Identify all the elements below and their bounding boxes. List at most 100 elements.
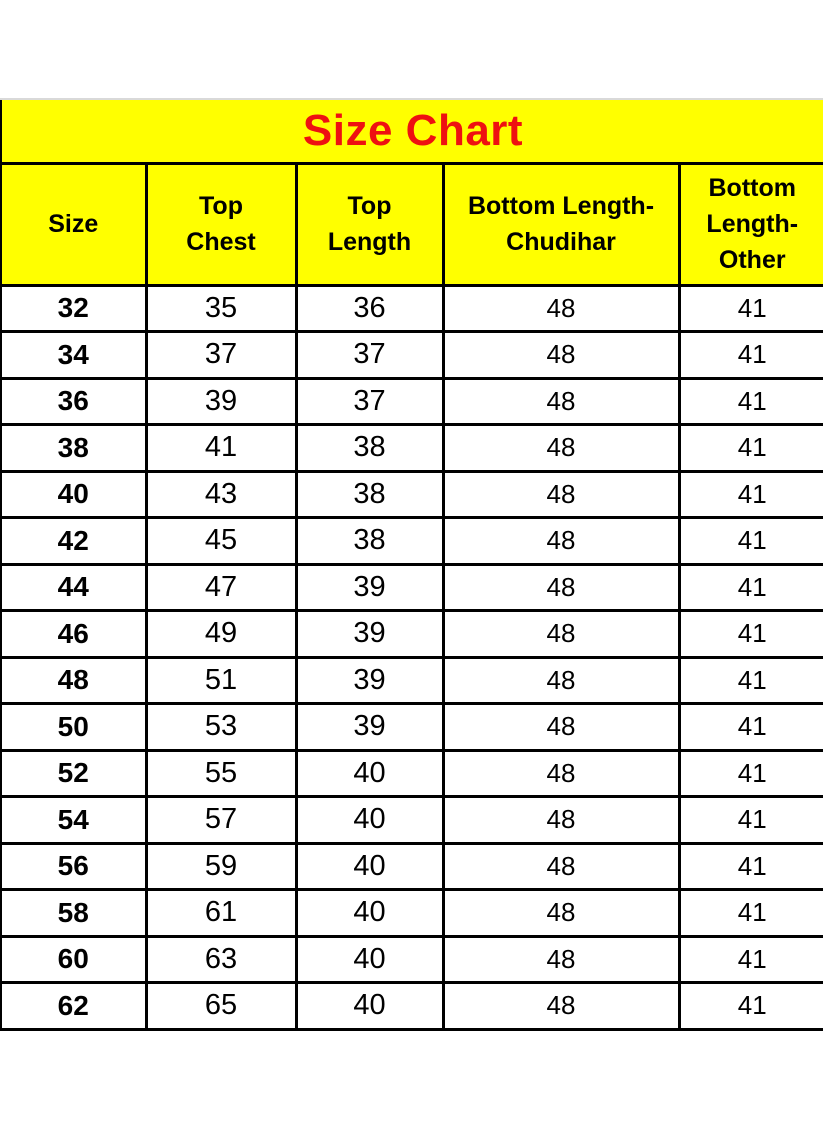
cell-top-chest: 63 [144,934,298,984]
size-chart-table: Size Chart Size Top Chest Top Length Bot… [0,100,823,1031]
cell-top-chest: 43 [144,469,298,519]
cell-bottom-length-other: 41 [677,655,823,705]
cell-size: 42 [0,516,148,566]
table-row: 40 43 38 48 41 [0,469,823,519]
cell-top-length: 40 [294,795,445,845]
cell-bottom-length-chudihar: 48 [441,841,681,891]
table-row: 46 49 39 48 41 [0,609,823,659]
table-row: 50 53 39 48 41 [0,702,823,752]
table-row: 62 65 40 48 41 [0,981,823,1031]
cell-top-length: 39 [294,609,445,659]
cell-top-chest: 57 [144,795,298,845]
table-row: 54 57 40 48 41 [0,795,823,845]
cell-bottom-length-chudihar: 48 [441,888,681,938]
cell-size: 44 [0,562,148,612]
cell-top-length: 38 [294,423,445,473]
cell-size: 58 [0,888,148,938]
cell-bottom-length-other: 41 [677,423,823,473]
cell-size: 50 [0,702,148,752]
cell-size: 52 [0,748,148,798]
cell-bottom-length-other: 41 [677,981,823,1031]
cell-bottom-length-chudihar: 48 [441,376,681,426]
cell-bottom-length-other: 41 [677,795,823,845]
chart-title: Size Chart [0,100,823,165]
cell-top-length: 39 [294,655,445,705]
cell-bottom-length-chudihar: 48 [441,981,681,1031]
cell-size: 34 [0,330,148,380]
cell-top-chest: 37 [144,330,298,380]
cell-top-length: 38 [294,469,445,519]
cell-size: 48 [0,655,148,705]
cell-bottom-length-other: 41 [677,562,823,612]
table-body: 32 35 36 48 41 34 37 37 48 41 36 39 37 4… [0,283,823,1031]
table-row: 42 45 38 48 41 [0,516,823,566]
cell-top-length: 37 [294,330,445,380]
cell-top-chest: 53 [144,702,298,752]
cell-size: 46 [0,609,148,659]
cell-top-length: 37 [294,376,445,426]
cell-top-chest: 49 [144,609,298,659]
cell-top-length: 36 [294,283,445,333]
cell-bottom-length-chudihar: 48 [441,516,681,566]
table-row: 38 41 38 48 41 [0,423,823,473]
col-header-bottom-length-chudihar: Bottom Length- Chudihar [441,161,681,287]
cell-top-chest: 61 [144,888,298,938]
cell-size: 38 [0,423,148,473]
cell-bottom-length-other: 41 [677,748,823,798]
cell-top-length: 40 [294,748,445,798]
cell-top-chest: 59 [144,841,298,891]
cell-top-length: 39 [294,702,445,752]
cell-size: 36 [0,376,148,426]
cell-bottom-length-other: 41 [677,469,823,519]
cell-bottom-length-chudihar: 48 [441,562,681,612]
cell-bottom-length-other: 41 [677,841,823,891]
cell-top-chest: 55 [144,748,298,798]
cell-top-length: 38 [294,516,445,566]
table-row: 32 35 36 48 41 [0,283,823,333]
cell-size: 62 [0,981,148,1031]
cell-top-chest: 35 [144,283,298,333]
cell-bottom-length-chudihar: 48 [441,702,681,752]
cell-bottom-length-other: 41 [677,934,823,984]
table-row: 56 59 40 48 41 [0,841,823,891]
table-row: 58 61 40 48 41 [0,888,823,938]
cell-bottom-length-other: 41 [677,516,823,566]
cell-size: 32 [0,283,148,333]
cell-bottom-length-other: 41 [677,283,823,333]
col-header-top-length: Top Length [294,161,445,287]
cell-bottom-length-chudihar: 48 [441,283,681,333]
cell-bottom-length-chudihar: 48 [441,795,681,845]
table-row: 60 63 40 48 41 [0,934,823,984]
cell-bottom-length-chudihar: 48 [441,469,681,519]
size-chart-table-container: Size Chart Size Top Chest Top Length Bot… [0,98,823,1031]
cell-top-chest: 51 [144,655,298,705]
cell-bottom-length-chudihar: 48 [441,423,681,473]
cell-bottom-length-other: 41 [677,376,823,426]
table-row: 44 47 39 48 41 [0,562,823,612]
cell-size: 54 [0,795,148,845]
table-row: 36 39 37 48 41 [0,376,823,426]
table-row: 34 37 37 48 41 [0,330,823,380]
table-row: 52 55 40 48 41 [0,748,823,798]
cell-bottom-length-other: 41 [677,330,823,380]
table-row: 48 51 39 48 41 [0,655,823,705]
cell-size: 60 [0,934,148,984]
cell-size: 40 [0,469,148,519]
cell-top-chest: 39 [144,376,298,426]
cell-top-length: 40 [294,888,445,938]
cell-bottom-length-chudihar: 48 [441,934,681,984]
cell-bottom-length-chudihar: 48 [441,748,681,798]
cell-bottom-length-other: 41 [677,609,823,659]
cell-top-length: 40 [294,841,445,891]
cell-bottom-length-other: 41 [677,702,823,752]
cell-top-chest: 41 [144,423,298,473]
title-row: Size Chart [0,100,823,165]
cell-top-chest: 65 [144,981,298,1031]
col-header-bottom-length-other: Bottom Length- Other [677,161,823,287]
cell-top-chest: 45 [144,516,298,566]
cell-bottom-length-chudihar: 48 [441,655,681,705]
cell-bottom-length-other: 41 [677,888,823,938]
cell-bottom-length-chudihar: 48 [441,330,681,380]
cell-top-chest: 47 [144,562,298,612]
